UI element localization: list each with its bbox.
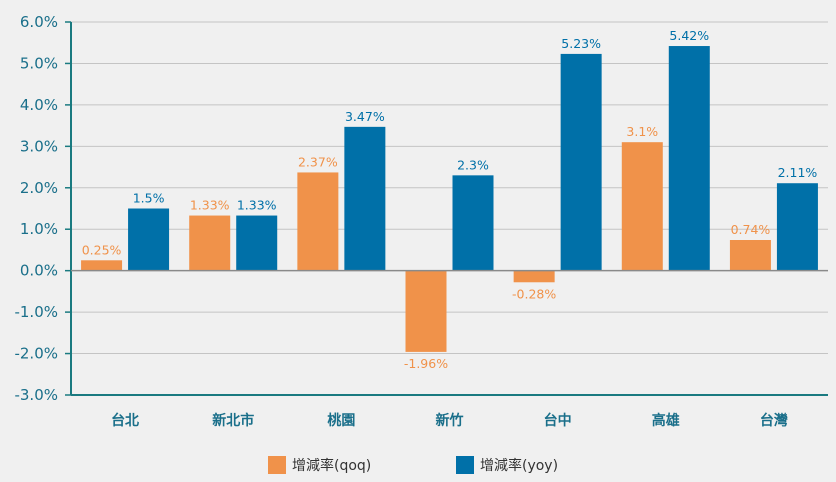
data-label: 2.37% bbox=[298, 154, 338, 169]
legend-swatch bbox=[268, 456, 286, 474]
data-label: 3.1% bbox=[626, 124, 658, 139]
data-label: 0.25% bbox=[82, 242, 122, 257]
y-tick-label: -1.0% bbox=[14, 303, 58, 321]
data-label: 3.47% bbox=[345, 109, 385, 124]
bar-qoq bbox=[81, 260, 123, 271]
bar-qoq bbox=[621, 142, 663, 271]
bar-qoq bbox=[189, 215, 231, 271]
bar-yoy bbox=[668, 46, 710, 271]
x-tick-label: 新竹 bbox=[436, 412, 464, 429]
bar-qoq bbox=[729, 239, 771, 271]
data-label: 1.5% bbox=[133, 191, 165, 206]
x-tick-label: 台中 bbox=[544, 412, 572, 429]
legend-swatch bbox=[456, 456, 474, 474]
y-tick-label: 4.0% bbox=[20, 96, 58, 114]
legend-label: 增減率(qoq) bbox=[292, 457, 371, 474]
y-tick-label: 5.0% bbox=[20, 54, 58, 72]
y-tick-label: 3.0% bbox=[20, 137, 58, 155]
bar-yoy bbox=[560, 53, 602, 271]
y-tick-label: 2.0% bbox=[20, 179, 58, 197]
x-tick-label: 台北 bbox=[111, 412, 139, 429]
bar-yoy bbox=[452, 175, 494, 271]
data-label: 5.42% bbox=[669, 28, 709, 43]
y-tick-label: -3.0% bbox=[14, 386, 58, 404]
y-tick-label: 6.0% bbox=[20, 13, 58, 31]
data-label: 5.23% bbox=[561, 36, 601, 51]
bar-yoy bbox=[236, 215, 278, 271]
data-label: 1.33% bbox=[237, 198, 277, 213]
bar-yoy bbox=[344, 126, 386, 271]
data-label: 0.74% bbox=[731, 222, 771, 237]
y-tick-label: 1.0% bbox=[20, 220, 58, 238]
bar-qoq bbox=[513, 270, 555, 283]
bar-yoy bbox=[128, 208, 170, 271]
x-tick-label: 桃園 bbox=[327, 412, 355, 429]
bar-qoq bbox=[405, 270, 447, 352]
data-label: 2.3% bbox=[457, 157, 489, 172]
data-label: 1.33% bbox=[190, 198, 230, 213]
data-label: -1.96% bbox=[404, 356, 448, 371]
data-label: 2.11% bbox=[778, 165, 818, 180]
y-tick-label: 0.0% bbox=[20, 262, 58, 280]
x-tick-label: 台灣 bbox=[760, 412, 788, 429]
x-tick-label: 高雄 bbox=[652, 412, 680, 429]
bar-yoy bbox=[776, 183, 818, 271]
data-label: -0.28% bbox=[512, 286, 556, 301]
x-tick-label: 新北市 bbox=[212, 412, 254, 429]
bar-qoq bbox=[297, 172, 339, 271]
legend-label: 增減率(yoy) bbox=[480, 457, 558, 474]
y-tick-label: -2.0% bbox=[14, 345, 58, 363]
